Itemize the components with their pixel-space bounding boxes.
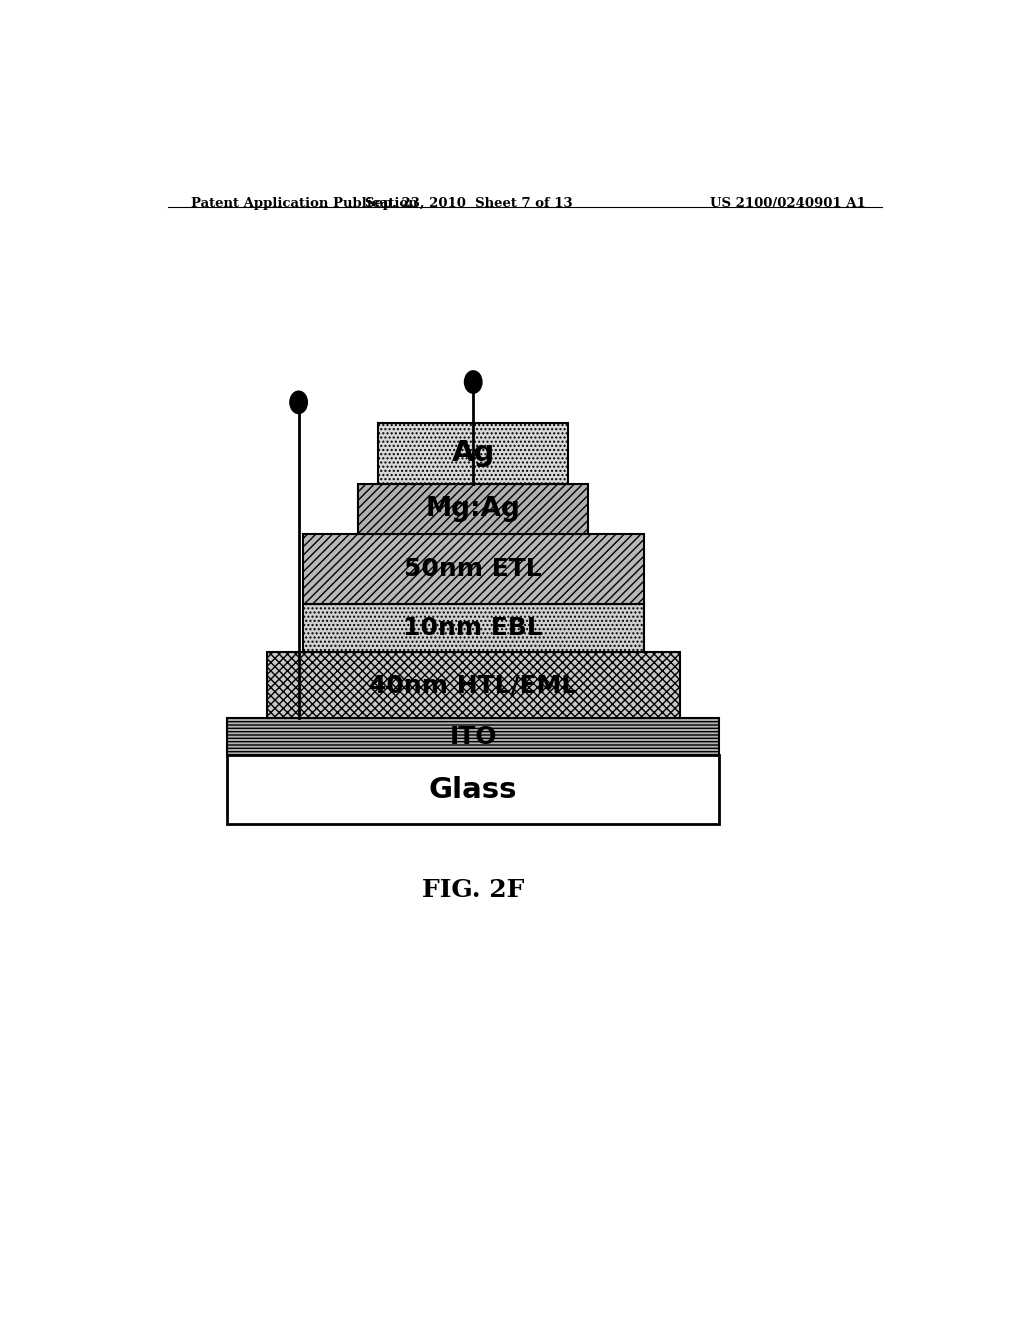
- Text: 40nm HTL/EML: 40nm HTL/EML: [369, 673, 578, 697]
- Bar: [303, 603, 644, 652]
- Bar: [227, 718, 719, 755]
- Bar: [358, 483, 588, 535]
- Circle shape: [465, 371, 482, 393]
- Bar: [227, 755, 719, 824]
- Bar: [303, 535, 644, 603]
- Text: Sep. 23, 2010  Sheet 7 of 13: Sep. 23, 2010 Sheet 7 of 13: [366, 197, 573, 210]
- Bar: [378, 422, 568, 483]
- Text: ITO: ITO: [450, 725, 497, 748]
- Text: US 2100/0240901 A1: US 2100/0240901 A1: [711, 197, 866, 210]
- Text: 10nm EBL: 10nm EBL: [403, 616, 543, 640]
- Text: Glass: Glass: [429, 776, 517, 804]
- Circle shape: [290, 391, 307, 413]
- Bar: [267, 652, 680, 718]
- Text: Mg:Ag: Mg:Ag: [426, 496, 520, 521]
- Text: Patent Application Publication: Patent Application Publication: [191, 197, 418, 210]
- Text: 50nm ETL: 50nm ETL: [404, 557, 542, 581]
- Text: Ag: Ag: [452, 440, 495, 467]
- Text: FIG. 2F: FIG. 2F: [422, 878, 524, 902]
